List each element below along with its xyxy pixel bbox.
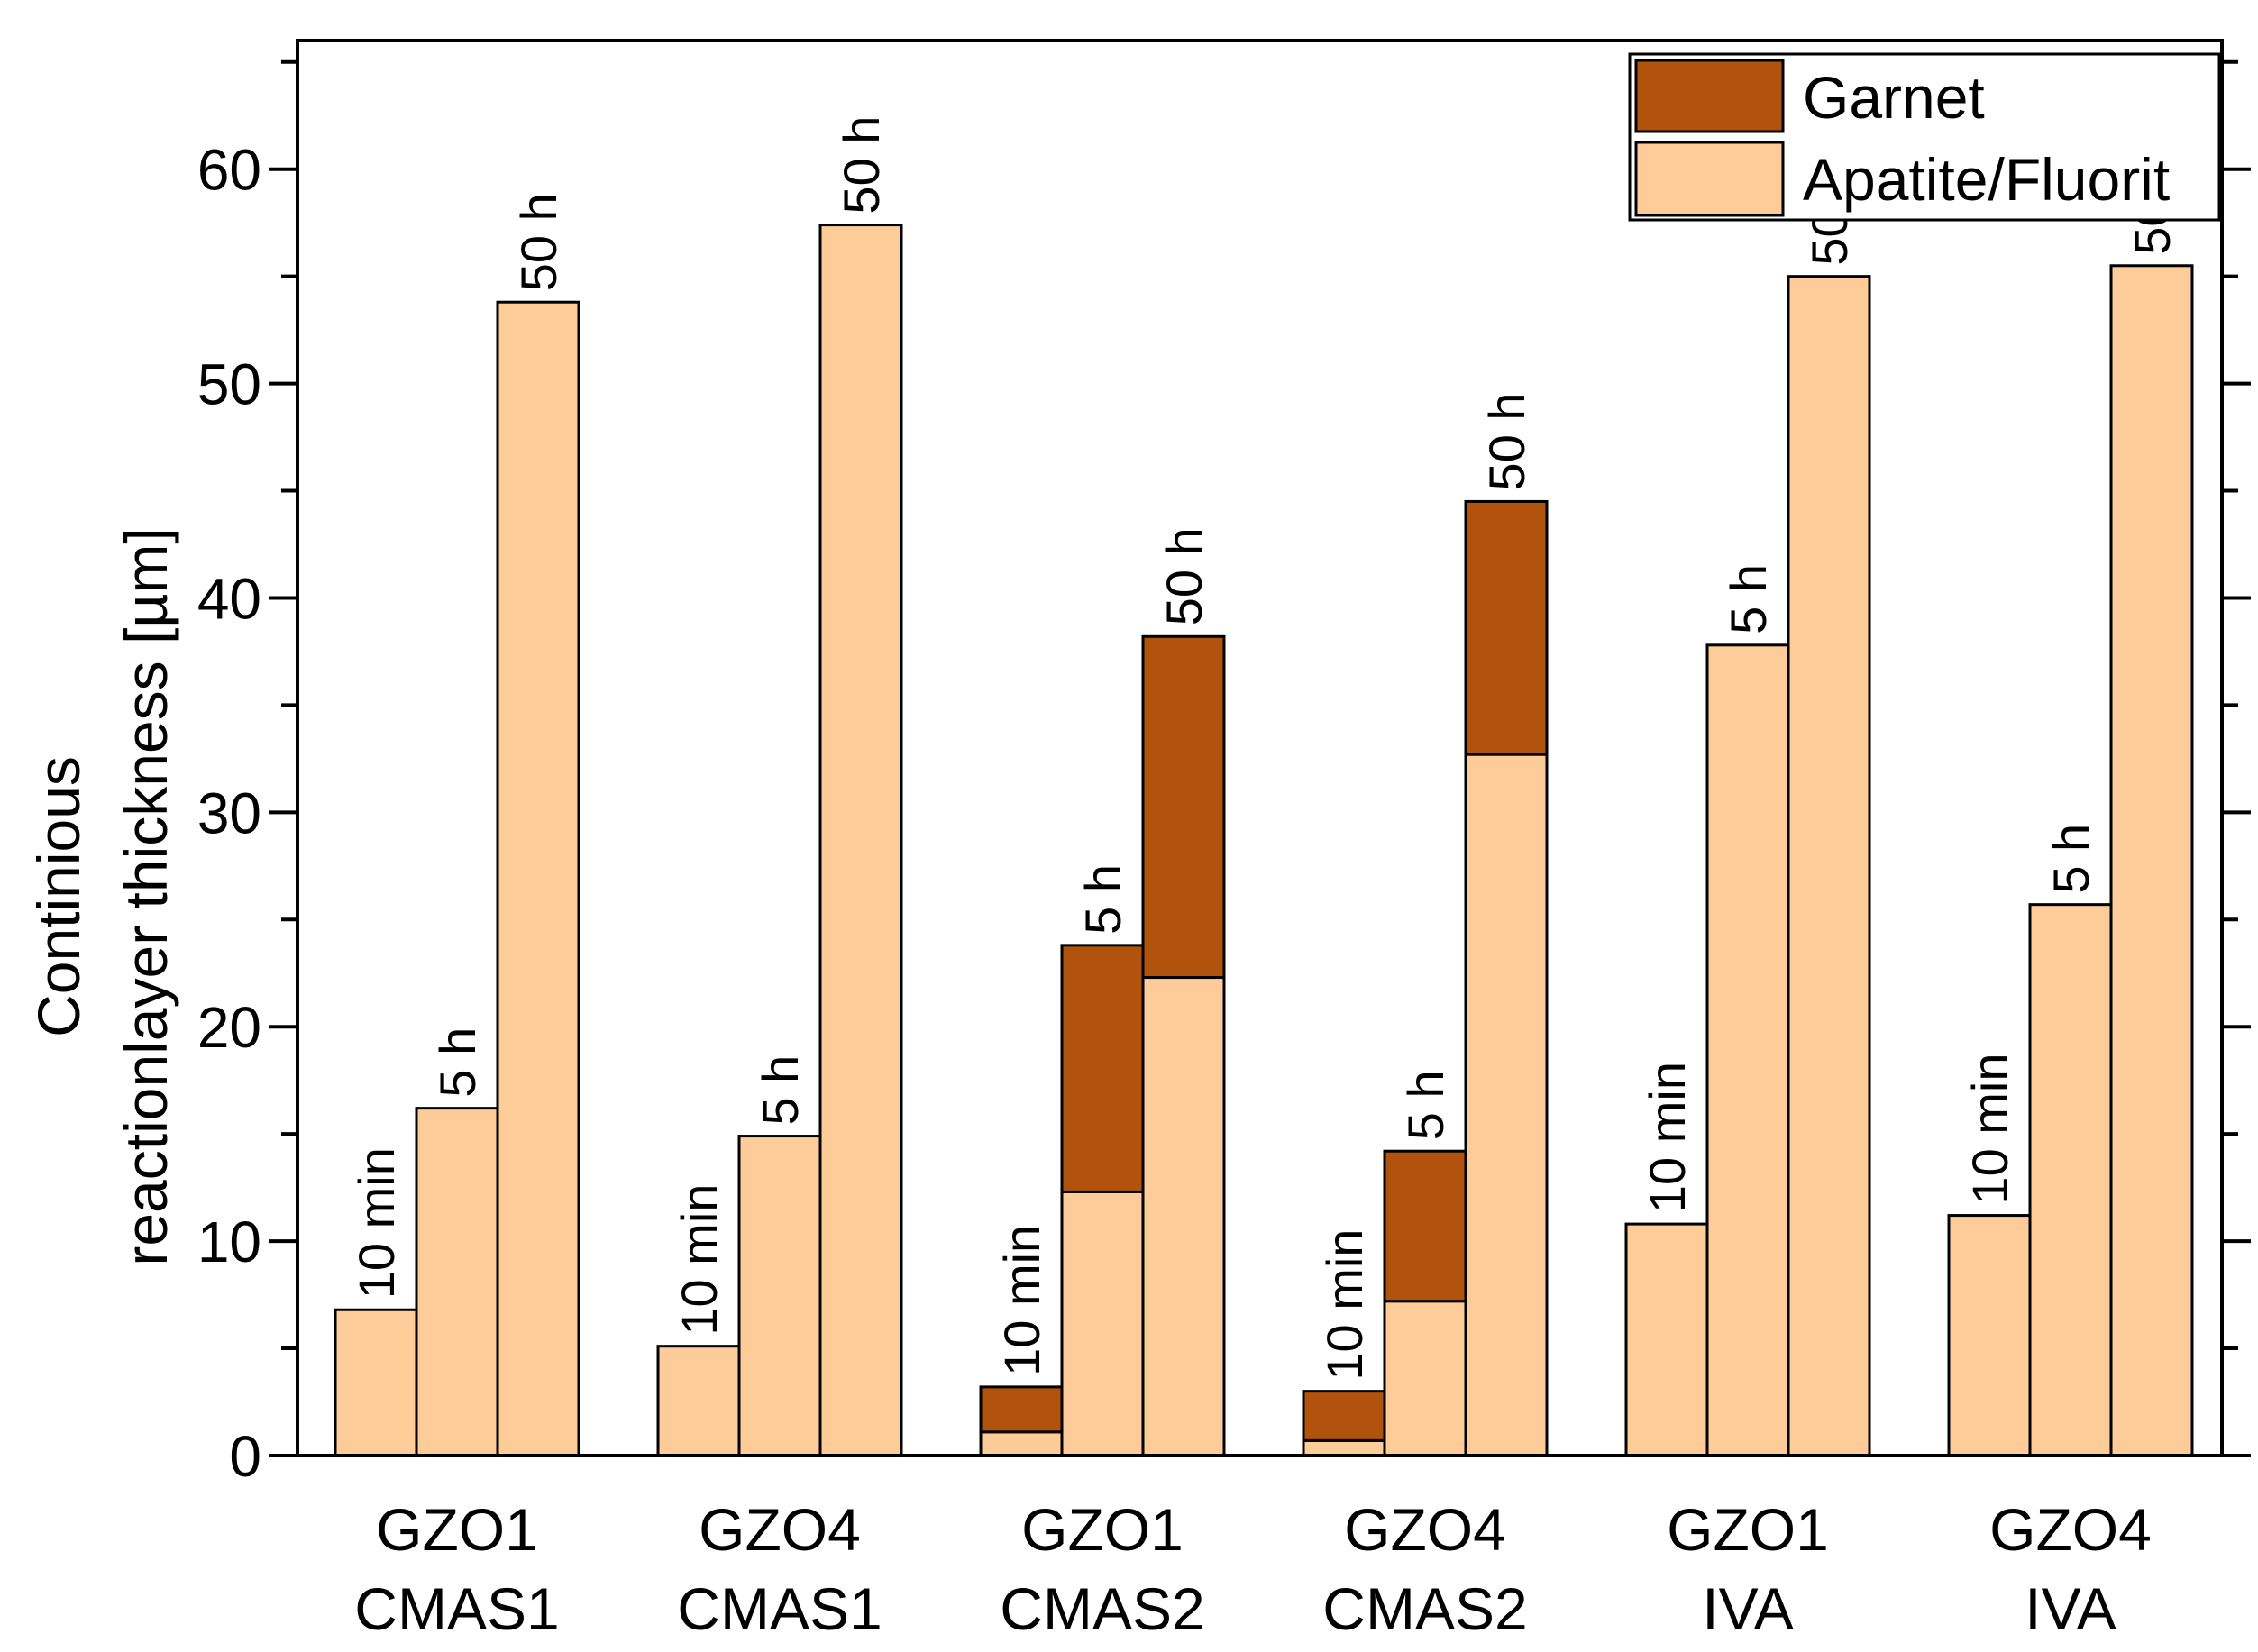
bar-garnet [1383, 1149, 1467, 1303]
bar-time-label: 5 h [1397, 1070, 1454, 1140]
bar-apatite [979, 1430, 1064, 1457]
x-tick-label: GZO1 [1021, 1496, 1184, 1563]
bar-apatite [334, 1308, 418, 1457]
bar-apatite [1464, 753, 1549, 1457]
y-axis-label-line1: Continious [25, 756, 92, 1037]
axes-layer [269, 39, 2251, 1457]
y-tick-label: 10 [197, 1209, 261, 1274]
legend: Garnet Apatite/Fluorit [1628, 52, 2221, 222]
bar-apatite [1947, 1214, 2032, 1457]
bar-apatite [496, 300, 580, 1457]
y-tick-label: 30 [197, 780, 261, 845]
bar-time-label: 10 min [1961, 1053, 2018, 1204]
bar-time-label: 5 h [429, 1027, 486, 1098]
bar-apatite [415, 1107, 499, 1457]
bar-time-label: 10 min [348, 1147, 405, 1299]
x-tick-label: GZO4 [1344, 1496, 1506, 1563]
bar-time-label: 10 min [671, 1184, 727, 1336]
x-tick-label: CMAS2 [1322, 1575, 1527, 1642]
bars-layer [334, 224, 2194, 1457]
x-tick-labels: GZO1 CMAS1 GZO4 CMAS1 GZO1 CMAS2 GZO4 CMAS2 GZO1… [354, 1496, 2152, 1642]
bar-time-label: 10 min [1316, 1229, 1373, 1381]
bar-time-label: 5 h [1720, 564, 1777, 634]
x-tick-label: CMAS1 [677, 1575, 882, 1642]
bar-garnet [1141, 634, 1226, 980]
x-tick-label: CMAS1 [354, 1575, 559, 1642]
y-axis-label-line2: reactionlayer thickness [µm] [113, 527, 179, 1265]
legend-label-garnet: Garnet [1803, 64, 1985, 131]
bar-apatite [1705, 643, 1790, 1457]
bar-apatite [2109, 264, 2194, 1457]
bar-apatite [1060, 1190, 1145, 1457]
y-tick-label: 0 [229, 1424, 261, 1489]
x-tick-label: IVA [1702, 1575, 1793, 1642]
bar-labels-layer: 10 min 5 h 50 h 10 min 5 h 50 h 10 min 5 h 50 h 1… [348, 116, 2180, 1381]
legend-swatch-garnet [1634, 59, 1785, 133]
legend-label-apatite: Apatite/Fluorit [1803, 146, 2170, 213]
bar-time-label: 5 h [752, 1055, 809, 1126]
bar-garnet [979, 1385, 1064, 1434]
bar-time-label: 50 h [1478, 392, 1535, 490]
x-tick-label: CMAS2 [1000, 1575, 1204, 1642]
bar-time-label: 50 h [833, 116, 890, 214]
y-tick-label: 20 [197, 995, 261, 1060]
x-tick-label: GZO1 [376, 1496, 538, 1563]
bar-apatite [1787, 275, 1871, 1457]
bar-apatite [1141, 976, 1226, 1457]
bar-apatite [656, 1345, 741, 1457]
x-tick-label: IVA [2025, 1575, 2116, 1642]
bar-apatite [818, 224, 903, 1457]
y-tick-label: 40 [197, 566, 261, 631]
bar-time-label: 10 min [993, 1225, 1050, 1376]
y-tick-label: 50 [197, 352, 261, 417]
x-tick-label: GZO4 [1989, 1496, 2152, 1563]
bar-garnet [1302, 1390, 1386, 1442]
x-tick-label: GZO1 [1667, 1496, 1829, 1563]
y-tick-labels: 0 10 20 30 40 50 60 [197, 138, 261, 1489]
bar-time-label: 5 h [1074, 864, 1131, 935]
legend-swatch-apatite [1634, 141, 1785, 217]
bar-apatite [737, 1135, 822, 1457]
bar-time-label: 5 h [2043, 824, 2099, 894]
bar-time-label: 50 h [1156, 527, 1212, 625]
bar-apatite [1624, 1222, 1709, 1457]
bar-time-label: 10 min [1639, 1062, 1696, 1213]
bar-apatite [1302, 1438, 1386, 1457]
plot-frame [296, 39, 2224, 1457]
bar-apatite [2028, 903, 2113, 1457]
bar-time-label: 50 h [510, 193, 567, 291]
bar-apatite [1383, 1300, 1467, 1457]
bar-garnet [1060, 944, 1145, 1193]
bar-garnet [1464, 499, 1549, 756]
x-tick-label: GZO4 [699, 1496, 861, 1563]
y-tick-label: 60 [197, 138, 261, 203]
